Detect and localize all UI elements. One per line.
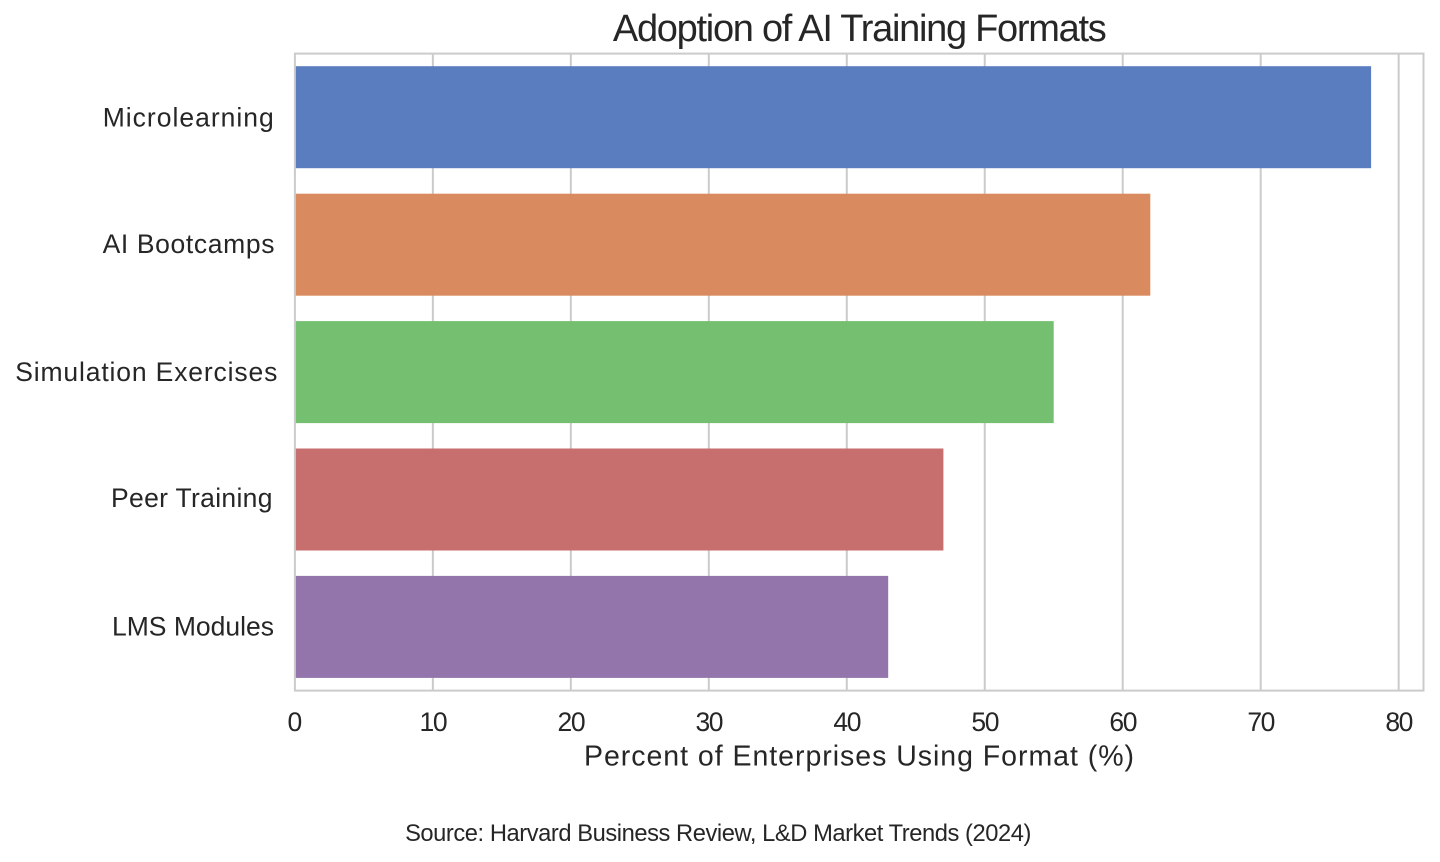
svg-text:Peer Training: Peer Training xyxy=(111,483,273,513)
svg-text:50: 50 xyxy=(971,707,998,737)
svg-text:60: 60 xyxy=(1109,707,1136,737)
svg-text:30: 30 xyxy=(695,707,722,737)
svg-text:Adoption of AI Training Format: Adoption of AI Training Formats xyxy=(613,8,1106,50)
svg-text:20: 20 xyxy=(557,707,584,737)
svg-text:Simulation Exercises: Simulation Exercises xyxy=(15,357,278,387)
svg-text:40: 40 xyxy=(833,707,860,737)
svg-text:80: 80 xyxy=(1385,707,1412,737)
svg-text:AI Bootcamps: AI Bootcamps xyxy=(103,229,276,259)
svg-text:LMS Modules: LMS Modules xyxy=(112,612,274,642)
svg-text:Source: Harvard Business Revie: Source: Harvard Business Review, L&D Mar… xyxy=(405,821,1031,847)
svg-text:Percent of Enterprises Using F: Percent of Enterprises Using Format (%) xyxy=(584,740,1135,772)
svg-text:0: 0 xyxy=(288,707,303,737)
svg-text:70: 70 xyxy=(1247,707,1274,737)
svg-text:10: 10 xyxy=(420,707,447,737)
svg-text:Microlearning: Microlearning xyxy=(103,102,275,132)
